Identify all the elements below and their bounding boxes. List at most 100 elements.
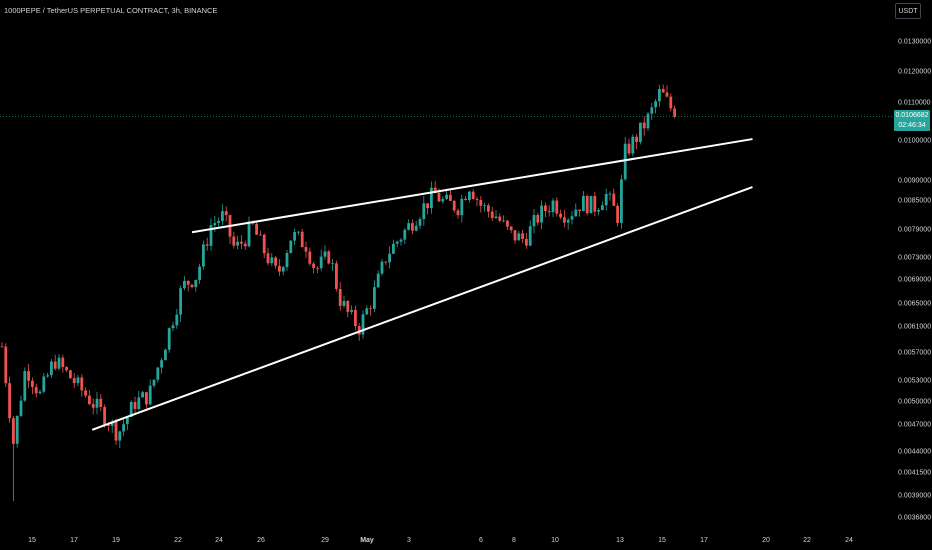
candle-body: [247, 221, 251, 247]
candle-body: [498, 216, 502, 221]
candle-body: [517, 233, 521, 241]
candle-body: [156, 367, 160, 380]
candle-body: [23, 371, 27, 401]
candle-body: [620, 179, 623, 223]
candle-body: [38, 391, 42, 394]
candle-body: [384, 261, 388, 263]
candle-body: [129, 401, 133, 417]
trendline-lower[interactable]: [91, 186, 753, 431]
candle-body: [297, 231, 300, 233]
candle-body: [426, 203, 429, 209]
currency-selector-button[interactable]: USDT: [895, 3, 921, 19]
candle-body: [509, 226, 513, 231]
candle-body: [593, 195, 597, 212]
candle-body: [65, 367, 68, 371]
candle-body: [31, 380, 34, 387]
bar-countdown: 02:46:34: [898, 121, 926, 129]
candle-body: [236, 241, 239, 246]
candle-body: [99, 398, 103, 407]
candle-body: [407, 223, 410, 230]
price-tick-label: 0.0085000: [898, 197, 932, 205]
candle-body: [468, 191, 471, 201]
candle-body: [262, 234, 266, 254]
candle-body: [118, 431, 122, 441]
candle-body: [19, 400, 23, 416]
candle-body: [289, 240, 293, 254]
candle-body: [346, 301, 350, 312]
candle-body: [399, 239, 403, 242]
price-tick-label: 0.0050000: [898, 398, 932, 406]
candle-body: [80, 377, 84, 391]
candle-body: [319, 256, 323, 269]
candle-body: [506, 220, 509, 227]
candle-body: [126, 416, 129, 425]
time-tick-label: 3: [407, 537, 411, 544]
candle-body: [183, 280, 186, 289]
candle-body: [487, 205, 490, 212]
time-tick-label: 8: [512, 537, 516, 544]
candle-body: [441, 198, 445, 202]
candle-body: [646, 113, 650, 129]
time-tick-label: 17: [70, 537, 78, 544]
candle-body: [266, 253, 270, 264]
candle-body: [536, 215, 540, 223]
candle-body: [373, 287, 376, 309]
candle-body: [209, 225, 213, 246]
candle-body: [475, 198, 479, 200]
candle-body: [395, 241, 399, 244]
candle-body: [72, 378, 76, 384]
candle-body: [202, 244, 205, 267]
candle-body: [122, 424, 125, 432]
price-tick-label: 0.0130000: [898, 38, 932, 46]
candle-body: [164, 349, 167, 361]
candle-body: [0, 346, 4, 348]
candle-body: [274, 257, 277, 266]
candle-body: [350, 309, 353, 312]
candle-body: [392, 243, 395, 254]
time-tick-label: 22: [174, 537, 182, 544]
candle-body: [114, 421, 118, 441]
candle-body: [589, 195, 593, 214]
candle-body: [232, 236, 236, 246]
candle-body: [452, 200, 456, 211]
candle-body: [186, 280, 190, 285]
candle-body: [221, 211, 224, 221]
candle-body: [540, 205, 543, 223]
time-tick-label: 24: [845, 537, 853, 544]
candle-body: [597, 209, 600, 212]
candle-body: [422, 203, 426, 220]
candle-body: [224, 211, 228, 216]
candle-body: [623, 143, 627, 180]
price-tick-label: 0.0044000: [898, 448, 932, 456]
last-price-value: 0.0106682: [895, 111, 929, 119]
candle-body: [278, 265, 281, 272]
time-tick-label: 26: [257, 537, 265, 544]
candle-body: [179, 288, 182, 315]
time-tick-label: 15: [28, 537, 36, 544]
candle-body: [669, 96, 673, 109]
candle-body: [213, 223, 217, 226]
candle-body: [357, 326, 361, 335]
candle-body: [243, 243, 247, 247]
candle-body: [95, 398, 99, 408]
candle-body: [110, 421, 114, 426]
time-tick-label: 22: [803, 537, 811, 544]
candle-body: [152, 379, 156, 386]
candle-body: [259, 234, 262, 236]
candle-body: [528, 226, 532, 246]
last-price-tag: 0.0106682 02:46:34: [894, 110, 930, 131]
candle-body: [308, 251, 312, 264]
trendline-upper[interactable]: [191, 138, 753, 234]
time-tick-label: 20: [762, 537, 770, 544]
candle-body: [57, 357, 61, 369]
candle-body: [141, 392, 144, 398]
candle-body: [4, 346, 8, 384]
candle-body: [354, 309, 357, 327]
candle-body: [240, 241, 243, 244]
candle-body: [578, 209, 581, 212]
candle-body: [27, 371, 30, 381]
price-tick-label: 0.0090000: [898, 177, 932, 185]
price-tick-label: 0.0041500: [898, 469, 932, 477]
candle-body: [107, 424, 110, 426]
